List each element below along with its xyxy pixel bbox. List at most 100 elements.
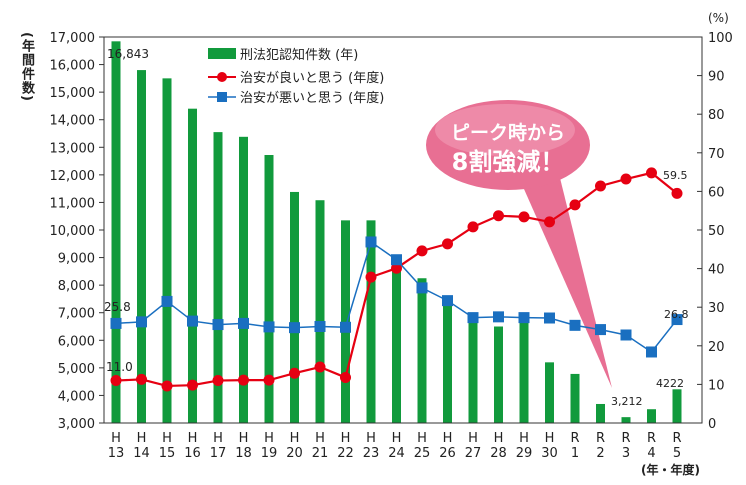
x-tick-label: 14 [133, 446, 150, 461]
x-tick-label: R [596, 431, 605, 446]
right-tick-label: 40 [708, 263, 725, 278]
x-tick-label: 18 [235, 446, 252, 461]
bar [290, 191, 299, 423]
legend: 刑法犯認知件数 (年) 治安が良いと思う (年度) 治安が悪いと思う (年度) [208, 47, 384, 106]
point-bad [161, 295, 173, 307]
point-bad [391, 254, 402, 266]
x-tick-label: H [443, 431, 453, 446]
point-good [569, 199, 581, 211]
data-label-bar-first: 16,843 [107, 47, 149, 61]
bar [392, 256, 401, 423]
point-bad [671, 314, 683, 326]
right-tick-label: 30 [708, 301, 725, 316]
left-tick-label: 13,000 [50, 141, 96, 156]
x-tick-label: H [341, 431, 351, 446]
x-tick-label: H [111, 431, 121, 446]
point-good [595, 180, 606, 192]
x-tick-label: H [264, 431, 274, 446]
point-bad [187, 315, 198, 327]
point-bad [442, 295, 453, 307]
right-tick-label: 60 [708, 185, 725, 200]
x-tick-label: 21 [312, 446, 329, 461]
x-tick-label: H [545, 431, 555, 446]
right-axis-unit: (%) [708, 11, 729, 25]
point-bad [493, 311, 504, 323]
point-bad [314, 321, 326, 332]
callout-tail [520, 178, 612, 388]
x-tick-label: R [647, 431, 656, 446]
data-label-bar-last: 4222 [656, 377, 684, 390]
left-tick-label: 3,000 [58, 417, 95, 432]
point-good [110, 375, 122, 387]
x-tick-label: H [290, 431, 300, 446]
bar [596, 403, 605, 423]
point-good [314, 361, 326, 373]
data-label-bar-r3: 3,212 [611, 395, 643, 408]
left-tick-label: 9,000 [58, 252, 95, 267]
point-good [187, 379, 198, 391]
x-tick-label: H [519, 431, 529, 446]
right-tick-label: 70 [708, 147, 725, 162]
callout-line1: ピーク時から [451, 122, 565, 144]
x-tick-label: 29 [516, 446, 533, 461]
bar [570, 373, 580, 423]
x-tick-label: R [621, 431, 630, 446]
point-good [416, 245, 428, 257]
x-tick-label: H [494, 431, 504, 446]
x-tick-label: 4 [647, 446, 655, 461]
point-good [518, 211, 530, 223]
data-label-good-first: 11.0 [106, 360, 133, 374]
point-good [671, 187, 683, 199]
left-tick-label: 15,000 [50, 86, 96, 101]
bar [111, 41, 121, 424]
point-good [544, 216, 555, 228]
bar [366, 220, 376, 423]
x-tick-label: H [188, 431, 198, 446]
legend-label-bar: 刑法犯認知件数 (年) [240, 47, 358, 63]
point-bad [416, 282, 428, 294]
point-bad [289, 322, 300, 334]
left-tick-label: 14,000 [50, 114, 96, 129]
point-good [238, 374, 249, 386]
point-bad [212, 319, 224, 331]
bar [468, 318, 478, 423]
left-tick-label: 6,000 [58, 334, 95, 349]
x-tick-label: H [162, 431, 172, 446]
left-axis-label: (年間件数) [19, 32, 34, 102]
x-tick-label: 20 [286, 446, 303, 461]
bar [417, 278, 427, 423]
right-tick-label: 0 [708, 417, 716, 432]
x-tick-label: H [137, 431, 147, 446]
bar [672, 389, 682, 423]
x-tick-label: 24 [388, 446, 405, 461]
point-good [289, 367, 300, 379]
point-good [391, 262, 402, 274]
bar [137, 70, 146, 423]
x-axis-label: (年・年度) [641, 462, 700, 477]
x-tick-label: H [392, 431, 402, 446]
bar [239, 136, 248, 423]
point-good [467, 221, 479, 233]
point-good [646, 167, 657, 179]
legend-swatch-bar [208, 48, 236, 59]
x-tick-label: 25 [414, 446, 431, 461]
point-bad [569, 319, 581, 331]
right-tick-label: 90 [708, 70, 725, 85]
x-tick-label: H [315, 431, 325, 446]
point-bad [620, 329, 632, 341]
bar [341, 220, 350, 423]
x-tick-label: H [468, 431, 478, 446]
callout-line2: 8割強減！ [452, 148, 565, 176]
point-bad [340, 321, 351, 333]
bar [647, 409, 656, 423]
data-label-bad-last: 26.8 [664, 308, 689, 321]
x-tick-label: R [672, 431, 681, 446]
bar [315, 200, 325, 423]
bar [264, 155, 274, 423]
bar [545, 362, 554, 423]
right-tick-label: 20 [708, 340, 725, 355]
point-bad [544, 312, 555, 324]
point-bad [646, 346, 657, 358]
left-tick-label: 17,000 [50, 31, 96, 46]
bar [519, 320, 529, 423]
